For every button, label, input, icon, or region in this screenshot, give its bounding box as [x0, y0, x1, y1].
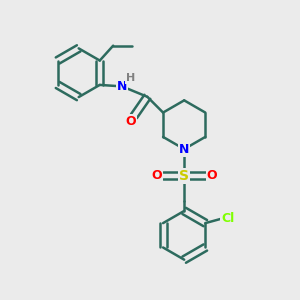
Text: S: S [179, 169, 189, 183]
Text: O: O [207, 169, 218, 182]
Text: Cl: Cl [221, 212, 234, 225]
Text: N: N [179, 142, 189, 156]
Text: O: O [126, 115, 136, 128]
Text: H: H [126, 73, 136, 83]
Text: N: N [117, 80, 127, 93]
Text: O: O [151, 169, 162, 182]
